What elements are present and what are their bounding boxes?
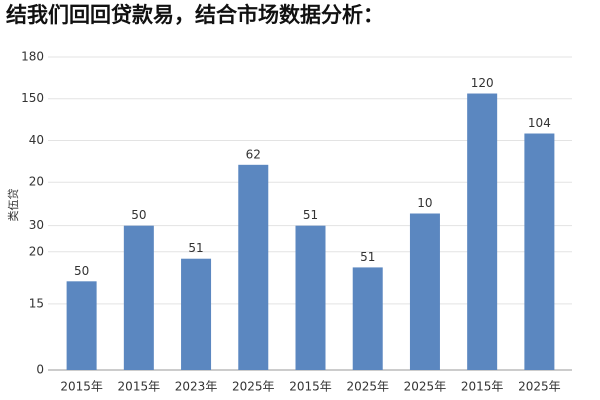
x-tick-label: 2015年 <box>118 380 161 394</box>
bar <box>123 225 154 370</box>
y-axis-label: 类伍贷 <box>6 189 20 222</box>
x-tick-label: 2015年 <box>461 380 504 394</box>
bar <box>524 133 555 370</box>
y-tick-label: 40 <box>29 133 44 147</box>
x-tick-label: 2025年 <box>518 380 561 394</box>
bar <box>352 267 383 370</box>
y-tick-label: 20 <box>29 244 44 258</box>
bar <box>238 164 269 370</box>
x-tick-label: 2015年 <box>289 380 332 394</box>
x-tick-label: 2025年 <box>404 380 447 394</box>
x-tick-label: 2025年 <box>232 380 275 394</box>
bar <box>295 225 326 370</box>
x-tick-label: 2015年 <box>60 380 103 394</box>
y-tick-label: 0 <box>36 363 44 377</box>
data-label: 51 <box>303 208 318 222</box>
data-label: 51 <box>188 241 203 255</box>
chart-title: 结我们回回贷款易，结合市场数据分析： <box>6 3 384 27</box>
y-tick-label: 180 <box>21 50 44 64</box>
data-label: 120 <box>471 76 494 90</box>
x-tick-label: 2025年 <box>346 380 389 394</box>
data-label: 62 <box>246 147 261 161</box>
y-tick-label: 150 <box>21 91 44 105</box>
data-label: 51 <box>360 250 375 264</box>
data-label: 50 <box>131 208 146 222</box>
x-tick-label: 2023年 <box>175 380 218 394</box>
bar <box>66 281 97 370</box>
y-tick-label: 30 <box>29 218 44 232</box>
bar <box>467 93 498 371</box>
bar <box>409 213 440 370</box>
data-label: 50 <box>74 264 89 278</box>
bar <box>181 258 212 370</box>
y-tick-label: 15 <box>29 296 44 310</box>
y-tick-label: 20 <box>29 175 44 189</box>
data-label: 10 <box>417 196 432 210</box>
data-label: 104 <box>528 116 551 130</box>
